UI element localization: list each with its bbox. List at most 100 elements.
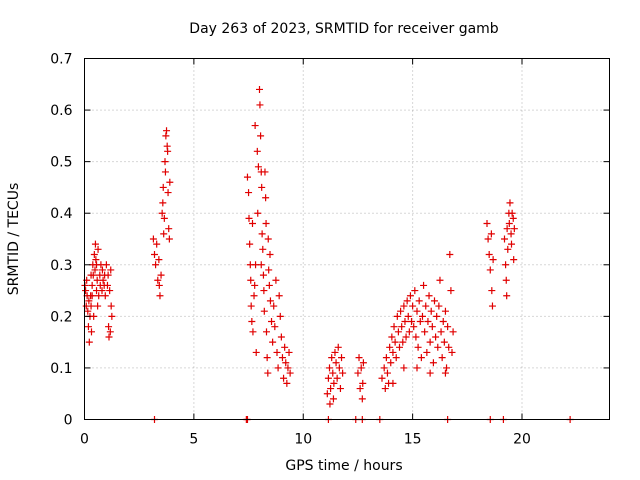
data-point [359, 359, 367, 367]
data-point [91, 266, 99, 274]
data-point [163, 127, 171, 135]
data-point [390, 323, 398, 331]
data-point [378, 374, 386, 382]
data-point [286, 369, 294, 377]
data-point [259, 245, 267, 253]
data-point [149, 235, 157, 243]
data-point [444, 323, 452, 331]
data-point [427, 307, 435, 315]
data-point [107, 302, 115, 310]
data-point [271, 323, 279, 331]
data-point [354, 369, 362, 377]
data-point [93, 287, 101, 295]
data-point [284, 364, 292, 372]
x-tick-label: 20 [513, 432, 531, 448]
data-point [108, 312, 116, 320]
data-point [260, 307, 268, 315]
data-point [501, 235, 508, 243]
data-point [265, 266, 273, 274]
chart-title: Day 263 of 2023, SRMTID for receiver gam… [189, 21, 499, 37]
data-points [81, 85, 518, 408]
data-point [387, 359, 395, 367]
data-point [339, 369, 347, 377]
data-point [101, 292, 109, 300]
y-tick-labels: 0 0.1 0.2 0.3 0.4 0.5 0.6 0.7 [50, 52, 72, 429]
data-point [405, 328, 413, 336]
data-point [489, 256, 497, 264]
data-point [155, 256, 163, 264]
data-point [327, 385, 335, 393]
data-point [323, 390, 331, 398]
data-point [426, 369, 434, 377]
data-point [399, 338, 407, 346]
data-point [425, 292, 433, 300]
data-point [257, 132, 265, 140]
data-point [438, 354, 446, 362]
data-point [88, 292, 96, 300]
data-point [357, 364, 365, 372]
data-point [278, 354, 286, 362]
data-point [396, 343, 403, 351]
data-point [94, 245, 102, 253]
data-point [332, 359, 340, 367]
data-point [160, 230, 168, 238]
data-point [161, 168, 169, 176]
data-point [432, 333, 440, 341]
data-point [483, 220, 491, 228]
data-point [247, 302, 255, 310]
data-point [398, 323, 406, 331]
data-point [251, 122, 259, 130]
data-point [161, 158, 169, 166]
data-point [335, 364, 343, 372]
data-point [449, 328, 457, 336]
data-point [326, 400, 334, 408]
data-point [277, 333, 285, 341]
data-point [245, 189, 253, 197]
axis-ticks [84, 58, 610, 420]
data-point [249, 220, 256, 228]
data-point [502, 261, 510, 269]
data-point [434, 343, 442, 351]
data-point [391, 338, 399, 346]
data-point [413, 364, 421, 372]
data-point [105, 333, 113, 341]
data-point [484, 235, 492, 243]
data-point [254, 209, 262, 217]
data-point [381, 385, 389, 393]
data-point [280, 374, 288, 382]
data-point [445, 343, 453, 351]
data-point [82, 287, 90, 295]
data-point [151, 250, 158, 258]
data-point [441, 307, 449, 315]
data-point [435, 302, 443, 310]
data-point [448, 348, 456, 356]
data-point [356, 385, 364, 393]
data-point [408, 318, 416, 326]
data-point [355, 354, 363, 362]
data-point [258, 230, 266, 238]
data-point [388, 333, 396, 341]
x-tick-labels: 0 5 10 15 20 [80, 432, 531, 448]
data-point [330, 379, 338, 387]
data-point [386, 343, 394, 351]
plot-area-frame [84, 58, 610, 420]
data-point [441, 369, 449, 377]
data-point [106, 328, 114, 336]
data-point [247, 276, 255, 284]
data-point [93, 276, 101, 284]
data-point [262, 194, 270, 202]
data-point [506, 199, 514, 207]
data-point [423, 348, 431, 356]
data-point [94, 302, 102, 310]
data-point [264, 369, 272, 377]
data-point [266, 250, 274, 258]
data-point [252, 348, 260, 356]
data-point [447, 287, 455, 295]
data-point [422, 302, 430, 310]
data-point [416, 318, 424, 326]
data-point [157, 271, 165, 279]
y-tick-label: 0.1 [50, 361, 72, 377]
data-point [107, 266, 115, 274]
data-point [88, 328, 95, 336]
data-point [159, 183, 167, 191]
